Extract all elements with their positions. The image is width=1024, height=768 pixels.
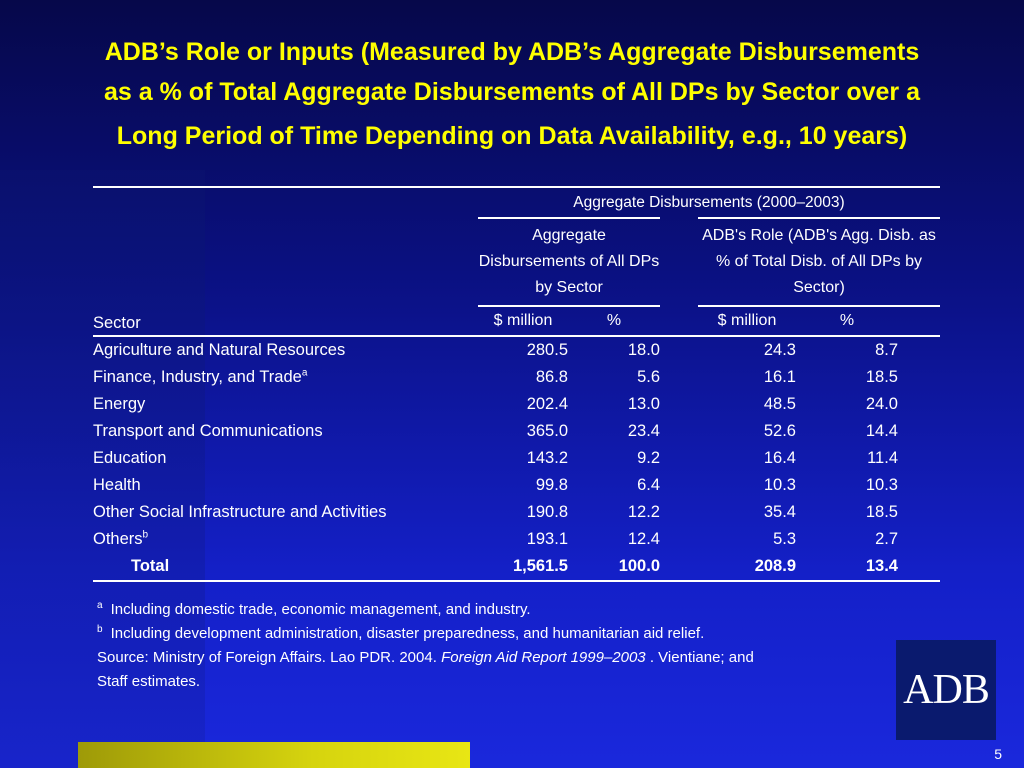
total-adb-pct: 13.4 <box>796 553 898 582</box>
slide-title: ADB’s Role or Inputs (Measured by ADB’s … <box>10 32 1014 156</box>
sector-name: Energy <box>93 395 146 413</box>
footnote-b-text: Including development administration, di… <box>110 625 705 642</box>
source-note-line-2: Staff estimates. <box>97 673 201 690</box>
footnote-a-text: Including domestic trade, economic manag… <box>110 601 531 618</box>
adb-logo-text: ADB <box>903 667 990 713</box>
table-row: Energy 202.4 13.0 48.5 24.0 <box>93 391 940 418</box>
cell-all-million: 365.0 <box>526 422 568 440</box>
sector-name: Education <box>93 449 167 467</box>
table-row: Agriculture and Natural Resources 280.5 18… <box>93 336 940 364</box>
page-number: 5 <box>994 746 1002 762</box>
cell-adb-pct: 18.5 <box>865 368 898 386</box>
cell-all-pct: 5.6 <box>637 368 660 386</box>
sector-name: Othersb <box>93 529 149 548</box>
cell-all-pct: 12.2 <box>627 503 660 521</box>
cell-all-million: 193.1 <box>526 530 568 548</box>
unit-million-adb: $ million <box>698 305 796 337</box>
table-row: Othersb 193.1 12.4 5.3 2.7 <box>93 526 940 553</box>
total-adb-million: 208.9 <box>698 553 796 582</box>
sector-header: Sector <box>93 306 478 337</box>
disbursement-table: Aggregate Disbursements (2000–2003) Aggr… <box>93 186 940 582</box>
cell-adb-million: 48.5 <box>763 395 796 413</box>
total-row: Total 1,561.5 100.0 208.9 13.4 <box>93 553 940 582</box>
footnote-b: b Including development administration, d… <box>97 622 907 646</box>
footnote-a-mark: a <box>97 600 103 611</box>
sector-name: Finance, Industry, and Tradea <box>93 367 308 386</box>
cell-adb-million: 16.4 <box>763 449 796 467</box>
title-line-1: ADB’s Role or Inputs (Measured by ADB’s … <box>104 38 920 66</box>
cell-adb-million: 52.6 <box>763 422 796 440</box>
table-row: Transport and Communications 365.0 23.4 52.… <box>93 418 940 445</box>
cell-adb-pct: 24.0 <box>865 395 898 413</box>
unit-million-all: $ million <box>478 305 568 337</box>
source-report-title: Foreign Aid Report 1999–2003 <box>441 649 646 666</box>
footnote-a: a Including domestic trade, economic mana… <box>97 598 907 622</box>
sub-header-adb-role: ADB's Role (ADB's Agg. Disb. as % of Tot… <box>698 217 940 306</box>
cell-adb-pct: 11.4 <box>867 449 898 467</box>
cell-all-pct: 12.4 <box>627 530 660 548</box>
source-note: Source: Ministry of Foreign Affairs. Lao… <box>97 649 754 666</box>
table-notes: a Including domestic trade, economic mana… <box>97 598 907 694</box>
unit-pct-adb: % <box>796 305 898 337</box>
group-header: Aggregate Disbursements (2000–2003) <box>478 186 940 218</box>
cell-all-million: 86.8 <box>535 368 568 386</box>
footnote-b-mark: b <box>97 624 103 635</box>
sub-header-all-dps: Aggregate Disbursements of All DPs by Se… <box>478 217 660 306</box>
total-all-million: 1,561.5 <box>478 553 568 582</box>
sector-name: Other Social Infrastructure and Activiti… <box>93 503 387 521</box>
cell-adb-pct: 2.7 <box>875 530 898 548</box>
cell-adb-pct: 18.5 <box>865 503 898 521</box>
cell-adb-million: 5.3 <box>773 530 796 548</box>
decorative-yellow-bar <box>78 742 470 768</box>
cell-adb-pct: 8.7 <box>875 341 898 359</box>
cell-adb-pct: 14.4 <box>865 422 898 440</box>
sector-name: Health <box>93 476 141 494</box>
title-line-3: Long Period of Time Depending on Data Av… <box>116 122 908 150</box>
cell-all-pct: 9.2 <box>637 449 660 467</box>
table-row: Finance, Industry, and Tradea 86.8 5.6 16.1… <box>93 364 940 391</box>
unit-pct-all: % <box>568 305 660 337</box>
cell-all-million: 99.8 <box>535 476 568 494</box>
cell-adb-million: 16.1 <box>763 368 796 386</box>
table-row: Other Social Infrastructure and Activiti… <box>93 499 940 526</box>
cell-all-pct: 23.4 <box>627 422 660 440</box>
sector-name: Agriculture and Natural Resources <box>93 341 346 359</box>
cell-adb-million: 10.3 <box>763 476 796 494</box>
cell-all-pct: 6.4 <box>637 476 660 494</box>
table-row: Education 143.2 9.2 16.4 11.4 <box>93 445 940 472</box>
cell-all-pct: 18.0 <box>627 341 660 359</box>
cell-all-million: 280.5 <box>526 341 568 359</box>
cell-adb-pct: 10.3 <box>865 476 898 494</box>
sector-name: Transport and Communications <box>93 422 323 440</box>
footnote-marker: a <box>301 367 308 379</box>
cell-adb-million: 24.3 <box>763 341 796 359</box>
adb-logo: ADB <box>896 640 996 740</box>
total-label: Total <box>93 553 478 582</box>
background-band <box>0 170 205 768</box>
cell-all-pct: 13.0 <box>627 395 660 413</box>
total-all-pct: 100.0 <box>568 553 660 582</box>
cell-all-million: 202.4 <box>526 395 568 413</box>
footnote-marker: b <box>142 529 149 541</box>
cell-all-million: 143.2 <box>526 449 568 467</box>
table-row: Health 99.8 6.4 10.3 10.3 <box>93 472 940 499</box>
title-line-2: as a % of Total Aggregate Disbursements … <box>104 78 920 106</box>
cell-all-million: 190.8 <box>526 503 568 521</box>
cell-adb-million: 35.4 <box>763 503 796 521</box>
